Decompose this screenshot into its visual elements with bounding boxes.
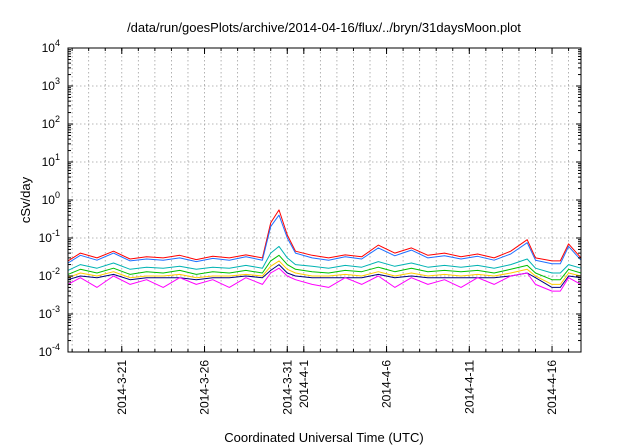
x-tick-label: 2014-4-16	[545, 360, 559, 415]
y-tick-label: 102	[42, 114, 60, 131]
y-tick-label: 10-4	[39, 342, 60, 359]
series-lines	[67, 209, 582, 292]
x-tick-label: 2014-3-21	[115, 360, 129, 415]
x-tick-label: 2014-4-11	[462, 360, 476, 414]
series-line-7	[67, 267, 582, 292]
series-line-4	[67, 254, 582, 281]
x-tick-labels: 2014-3-21 2014-3-26 2014-3-31 2014-4-1 2014-…	[115, 360, 559, 415]
y-tick-labels: 10-4 10-3 10-2 10-1 100 101 102 103 104	[39, 38, 60, 359]
y-axis-title: cSv/day	[18, 176, 33, 223]
series-line-2	[67, 214, 582, 265]
axis-ticks	[68, 47, 581, 353]
y-tick-label: 10-3	[39, 304, 60, 321]
y-tick-label: 104	[42, 38, 60, 55]
series-line-1	[67, 209, 582, 262]
x-axis-title: Coordinated Universal Time (UTC)	[224, 430, 423, 445]
y-tick-label: 100	[42, 190, 60, 207]
series-line-5	[67, 260, 582, 285]
x-tick-label: 2014-3-26	[198, 360, 212, 415]
chart-title: /data/run/goesPlots/archive/2014-04-16/f…	[127, 20, 521, 35]
series-line-3	[67, 245, 582, 274]
y-tick-label: 103	[42, 76, 60, 93]
y-tick-label: 10-2	[39, 266, 60, 283]
y-tick-label: 101	[42, 152, 60, 169]
y-tick-label: 10-1	[39, 228, 60, 245]
x-tick-label: 2014-3-31	[280, 360, 294, 415]
grid-lines	[68, 48, 581, 352]
x-tick-label: 2014-4-6	[380, 360, 394, 408]
x-tick-label: 2014-4-1	[297, 360, 311, 408]
